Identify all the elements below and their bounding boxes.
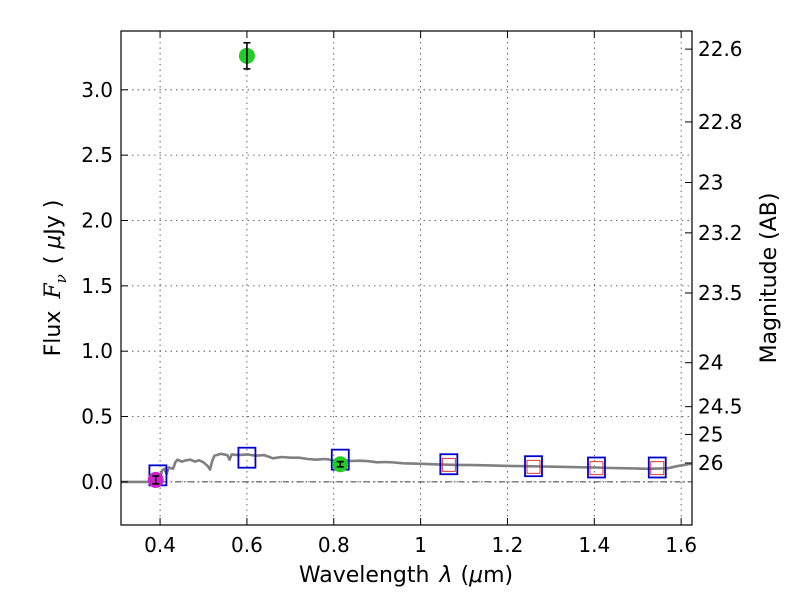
y2-axis-label: Magnitude (AB): [757, 193, 782, 364]
y-tick-label: 1.0: [81, 339, 113, 363]
upper-limit-box: [650, 461, 665, 476]
y2-tick-label: 25: [698, 422, 723, 446]
y-axis-label-unit-open: (: [41, 249, 66, 265]
y-axis-label-unit-rest: Jy ): [41, 200, 66, 237]
upper-limit-box: [441, 457, 456, 472]
y-axis-label-word: Flux: [41, 311, 66, 357]
model-box: [647, 456, 667, 479]
model-box: [237, 446, 257, 469]
x-axis-label-unit-rest: m): [483, 563, 513, 588]
x-tick-label: 0.8: [318, 533, 350, 557]
plot-frame: [120, 30, 693, 526]
x-axis-label: Wavelength λ (μm): [299, 563, 513, 588]
y-tick-label: 0.5: [81, 405, 113, 429]
tick-layer: 0.4 0.6 0.8 1 1.2 1.4 1.6 0.0 0.5 1.0 1.5 2.0 2.5 3.0…: [81, 31, 743, 557]
sed-layer: [121, 452, 693, 484]
y-tick-label: 2.5: [81, 143, 113, 167]
x-tick-label: 1: [414, 533, 427, 557]
x-axis-label-word: Wavelength: [299, 563, 430, 588]
y2-tick-label: 22.6: [698, 37, 743, 61]
upper-limit-box: [589, 461, 604, 476]
y-axis-label-symbol: F: [41, 283, 66, 300]
y2-tick-label: 23: [698, 170, 723, 194]
y-tick-label: 1.5: [81, 274, 113, 298]
x-axis-label-unit-open: (: [460, 563, 469, 588]
x-tick-label: 1.4: [578, 533, 610, 557]
y-tick-label: 0.0: [81, 470, 113, 494]
y2-tick-label: 22.8: [698, 110, 743, 134]
model-box: [524, 455, 543, 478]
y-axis-label-unit-mu: μ: [41, 235, 66, 250]
y-axis-label: Flux Fν ( μJy ): [41, 200, 70, 357]
y2-tick-label: 24: [698, 351, 723, 375]
x-tick-label: 1.6: [665, 533, 697, 557]
y2-tick-label: 24.5: [698, 395, 743, 419]
y-tick-label: 3.0: [81, 78, 113, 102]
x-tick-label: 0.6: [231, 533, 263, 557]
x-tick-label: 1.2: [492, 533, 524, 557]
y2-tick-label: 23.5: [698, 281, 743, 305]
sed-model-line: [121, 452, 693, 484]
y2-tick-label: 23.2: [698, 221, 743, 245]
x-axis-label-unit-mu: μ: [468, 563, 483, 588]
y-axis-label-subscript: ν: [52, 274, 70, 283]
model-box-layer: [148, 446, 667, 487]
y2-tick-label: 26: [698, 451, 723, 475]
model-box: [439, 453, 459, 476]
grid-layer: [121, 31, 692, 525]
model-box: [587, 456, 606, 479]
y-tick-label: 2.0: [81, 208, 113, 232]
upper-limit-box: [526, 459, 541, 474]
x-tick-label: 0.4: [144, 533, 176, 557]
x-axis-label-symbol: λ: [438, 563, 452, 588]
observed-points-layer: [147, 41, 349, 488]
